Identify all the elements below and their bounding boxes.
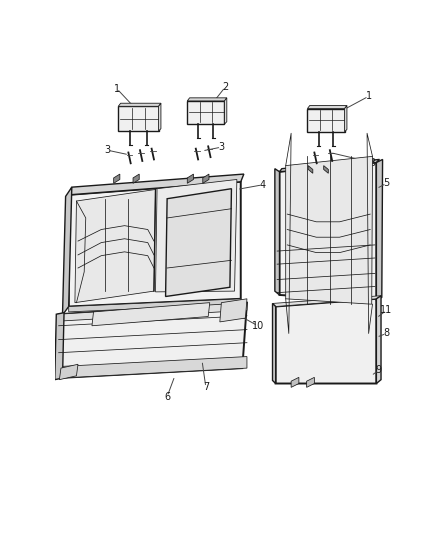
Polygon shape: [159, 103, 161, 131]
Polygon shape: [286, 156, 372, 304]
Polygon shape: [279, 163, 376, 301]
Polygon shape: [187, 98, 227, 101]
Text: 1: 1: [114, 84, 120, 94]
Text: 11: 11: [380, 305, 392, 316]
Text: 3: 3: [369, 158, 375, 167]
Text: 10: 10: [252, 321, 264, 331]
Polygon shape: [59, 303, 247, 321]
Polygon shape: [291, 377, 299, 387]
Polygon shape: [118, 106, 159, 131]
Polygon shape: [133, 174, 139, 183]
Text: 7: 7: [203, 382, 209, 392]
Polygon shape: [92, 303, 210, 326]
Polygon shape: [276, 299, 376, 384]
Text: 4: 4: [259, 180, 265, 190]
Polygon shape: [75, 189, 155, 303]
Polygon shape: [324, 166, 328, 173]
Polygon shape: [69, 174, 244, 195]
Polygon shape: [307, 377, 314, 387]
Polygon shape: [203, 174, 209, 183]
Polygon shape: [55, 313, 64, 379]
Polygon shape: [60, 364, 78, 379]
Polygon shape: [307, 106, 347, 109]
Polygon shape: [118, 103, 161, 106]
Polygon shape: [376, 159, 382, 301]
Polygon shape: [272, 296, 381, 306]
Polygon shape: [69, 299, 241, 312]
Polygon shape: [279, 159, 379, 172]
Polygon shape: [155, 180, 237, 292]
Text: 5: 5: [383, 179, 389, 188]
Text: 6: 6: [164, 392, 170, 401]
Polygon shape: [63, 187, 72, 315]
Text: 8: 8: [383, 328, 389, 338]
Text: 1: 1: [366, 91, 372, 101]
Polygon shape: [187, 101, 224, 124]
Polygon shape: [308, 166, 313, 173]
Polygon shape: [113, 174, 120, 183]
Polygon shape: [275, 168, 279, 295]
Text: 3: 3: [104, 145, 110, 155]
Polygon shape: [166, 189, 231, 296]
Polygon shape: [69, 182, 241, 306]
Text: 9: 9: [376, 366, 382, 375]
Polygon shape: [272, 303, 276, 384]
Polygon shape: [376, 296, 381, 384]
Polygon shape: [220, 299, 247, 322]
Polygon shape: [345, 106, 347, 132]
Text: 3: 3: [218, 142, 224, 152]
Polygon shape: [224, 98, 227, 124]
Polygon shape: [187, 174, 194, 183]
Polygon shape: [59, 357, 247, 378]
Polygon shape: [57, 303, 247, 378]
Text: 2: 2: [222, 82, 228, 92]
Polygon shape: [307, 109, 345, 132]
